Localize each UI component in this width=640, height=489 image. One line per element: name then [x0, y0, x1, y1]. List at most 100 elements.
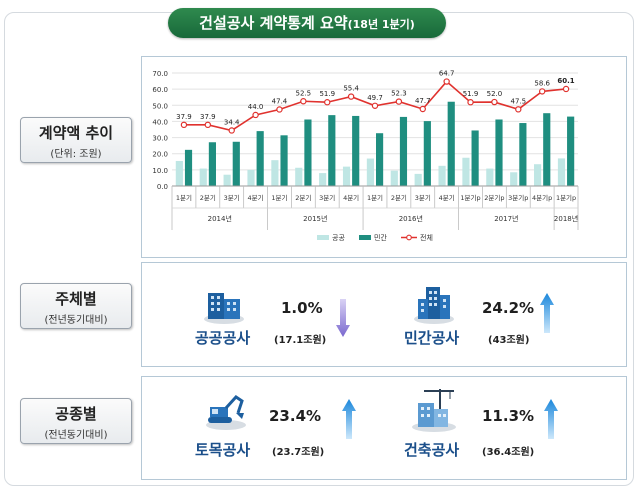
bar-private: [495, 119, 503, 186]
public-amount: (17.1조원): [274, 335, 327, 346]
bar-public: [271, 160, 279, 186]
bar-private: [328, 115, 336, 186]
public-construction-label: 공공공사: [195, 329, 251, 347]
bar-private: [280, 135, 288, 186]
x-tick-label: 3분기: [224, 193, 240, 202]
section-label-sub: (전년동기대비): [44, 315, 108, 326]
total-point: [371, 102, 379, 109]
x-tick-label: 1분기: [176, 193, 192, 202]
total-data-label: 52.3: [391, 90, 407, 98]
y-tick-label: 30.0: [152, 135, 168, 143]
bar-public: [247, 169, 255, 186]
section-label-by-subject: 주체별 (전년동기대비): [20, 283, 132, 329]
total-data-label: 44.0: [248, 103, 264, 111]
y-tick-label: 60.0: [152, 86, 168, 94]
title-main: 건설공사 계약통계 요약: [199, 14, 348, 32]
bar-private: [471, 130, 479, 186]
bar-public: [510, 172, 518, 186]
x-tick-label: 2분기: [391, 193, 407, 202]
total-data-label: 51.9: [463, 90, 479, 98]
total-data-label: 37.9: [176, 113, 192, 121]
total-point: [443, 78, 450, 85]
total-data-label: 51.9: [319, 90, 335, 98]
private-amount: (43조원): [488, 335, 530, 346]
total-point: [419, 105, 426, 113]
x-tick-label: 2분기p: [484, 193, 504, 202]
civil-amount: (23.7조원): [272, 447, 325, 458]
bar-public: [342, 166, 351, 186]
year-label: 2017년: [494, 214, 518, 223]
total-point: [515, 106, 522, 113]
building-works-label: 건축공사: [404, 441, 460, 459]
bar-private: [423, 121, 431, 186]
total-point: [204, 121, 212, 129]
total-point: [347, 93, 355, 100]
total-point: [324, 99, 331, 106]
arrow-up-icon: [540, 293, 554, 333]
bar-public: [390, 170, 398, 186]
total-point: [467, 99, 474, 106]
total-data-label: 47.7: [415, 97, 431, 105]
total-data-label: 47.4: [272, 97, 288, 105]
bar-public: [462, 157, 470, 186]
total-data-label: 47.5: [510, 97, 526, 105]
civil-works-label: 토목공사: [195, 441, 251, 459]
building-construction-icon: [412, 389, 456, 432]
year-label: 2018년: [554, 214, 578, 223]
total-point: [491, 98, 498, 106]
total-data-label: 34.4: [224, 118, 240, 126]
contract-trend-chart: 0.0 10.0 20.0 30.0 40.0 50.0 60.0 70.0 37.9 37.9 3…: [152, 70, 579, 242]
year-label: 2016년: [399, 214, 423, 223]
legend-label-total: 전체: [420, 233, 433, 242]
bar-public: [175, 160, 183, 186]
total-point: [538, 88, 546, 95]
year-label: 2015년: [303, 214, 327, 223]
civil-change-pct: 23.4%: [269, 407, 322, 425]
public-building-icon: [204, 293, 244, 324]
legend-marker-total: [406, 234, 412, 241]
x-tick-label: 4분기p: [532, 193, 552, 202]
section-label-by-work-type: 공종별 (전년동기대비): [20, 398, 132, 444]
x-tick-label: 4분기: [248, 193, 264, 202]
total-data-label: 55.4: [343, 85, 359, 93]
total-data-label: 52.0: [487, 90, 503, 98]
section-label-sub: (전년동기대비): [44, 430, 108, 441]
public-change-pct: 1.0%: [281, 299, 323, 317]
total-point: [276, 106, 283, 113]
y-tick-label: 50.0: [152, 102, 168, 110]
x-tick-label: 1분기p: [460, 193, 480, 202]
legend-label-private: 민간: [374, 233, 387, 242]
bar-private: [399, 116, 408, 186]
bar-public: [534, 164, 542, 186]
bar-private: [567, 116, 575, 186]
section-label-main: 계약액 추이: [38, 124, 114, 142]
bar-public: [414, 173, 422, 186]
total-data-label: 60.1: [557, 77, 574, 85]
building-change-pct: 11.3%: [482, 407, 535, 425]
legend-swatch-public: [317, 235, 329, 240]
bar-public: [366, 158, 374, 186]
by-subject-panel: 공공공사 1.0% (17.1조원) 민간공사 24.2% (43조원): [141, 262, 627, 367]
page-title: 건설공사 계약통계 요약(18년 1분기): [168, 8, 446, 38]
total-data-label: 49.7: [367, 94, 383, 102]
by-work-type-panel: 토목공사 23.4% (23.7조원) 건축공사 11.3% (36.4조원): [141, 376, 627, 480]
section-label-main: 주체별: [55, 290, 97, 308]
x-tick-label: 4분기: [439, 193, 455, 202]
y-tick-label: 0.0: [157, 183, 168, 191]
bar-private: [376, 133, 384, 186]
arrow-up-icon: [544, 399, 558, 439]
bar-private: [208, 142, 216, 186]
bar-public: [557, 158, 566, 186]
bar-private: [447, 101, 455, 186]
x-tick-label: 4분기: [343, 193, 359, 202]
legend-swatch-private: [359, 235, 371, 240]
total-data-label: 52.5: [296, 89, 312, 97]
total-point: [562, 85, 570, 93]
x-tick-label: 1분기: [367, 193, 383, 202]
y-tick-label: 10.0: [152, 167, 168, 175]
private-construction-label: 민간공사: [404, 329, 460, 347]
bar-private: [304, 119, 312, 186]
total-point: [252, 111, 259, 119]
bar-public: [486, 168, 494, 186]
x-tick-label: 1분기p: [556, 193, 576, 202]
